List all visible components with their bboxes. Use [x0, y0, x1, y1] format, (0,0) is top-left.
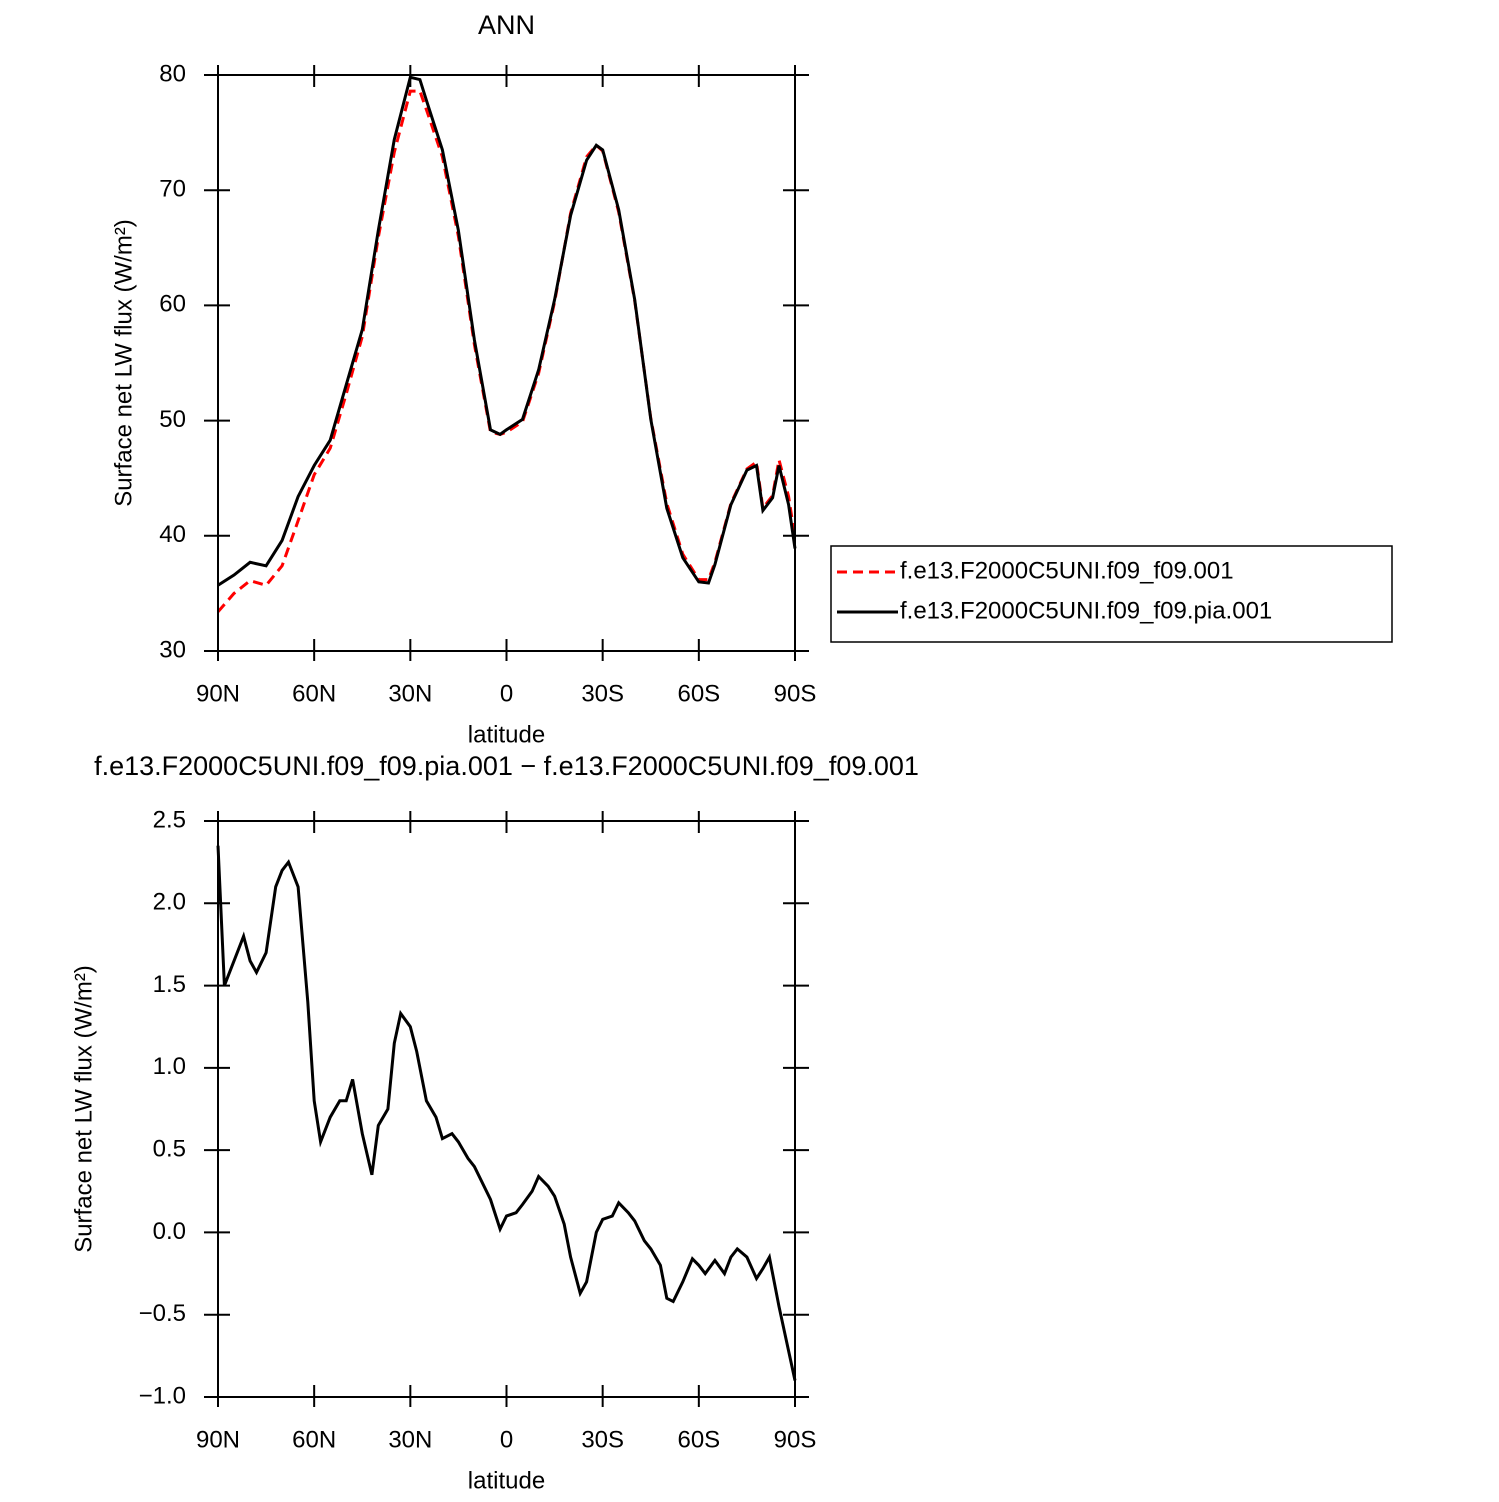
x-tick-label: 60S: [677, 680, 720, 707]
plot-frame: [217, 820, 796, 1398]
y-axis-label: Surface net LW flux (W/m²): [110, 219, 137, 507]
y-tick-label: 0.0: [153, 1218, 186, 1245]
chart-title: ANN: [478, 10, 535, 40]
y-tick-label: 50: [159, 406, 186, 433]
x-axis-label: latitude: [468, 1467, 545, 1494]
x-tick-label: 90S: [774, 680, 817, 707]
y-tick-label: 0.5: [153, 1135, 186, 1162]
x-axis-label: latitude: [468, 721, 545, 748]
x-tick-label: 90N: [196, 680, 240, 707]
x-tick-label: 0: [500, 1426, 513, 1453]
data-line: [216, 845, 797, 1381]
data-line: [217, 75, 797, 587]
x-tick-label: 30N: [388, 680, 432, 707]
chart-title: f.e13.F2000C5UNI.f09_f09.pia.001 − f.e13…: [94, 751, 919, 781]
y-tick-label: 30: [159, 636, 186, 663]
y-tick-label: 1.5: [153, 971, 186, 998]
data-line: [216, 89, 797, 613]
y-tick-label: 2.0: [153, 889, 186, 916]
y-tick-label: 2.5: [153, 806, 186, 833]
plot-frame: [217, 74, 796, 652]
y-tick-label: −1.0: [139, 1382, 186, 1409]
y-tick-label: −0.5: [139, 1300, 186, 1327]
y-tick-label: 70: [159, 176, 186, 203]
x-tick-label: 60S: [677, 1426, 720, 1453]
x-tick-label: 30S: [581, 680, 624, 707]
legend-label: f.e13.F2000C5UNI.f09_f09.001: [900, 557, 1234, 584]
x-tick-label: 90N: [196, 1426, 240, 1453]
x-tick-label: 60N: [292, 1426, 336, 1453]
x-tick-label: 30S: [581, 1426, 624, 1453]
legend-label: f.e13.F2000C5UNI.f09_f09.pia.001: [900, 597, 1272, 624]
legend-box: [830, 545, 1393, 643]
x-tick-label: 30N: [388, 1426, 432, 1453]
y-tick-label: 80: [159, 60, 186, 87]
y-tick-label: 40: [159, 521, 186, 548]
x-tick-label: 90S: [774, 1426, 817, 1453]
x-tick-label: 0: [500, 680, 513, 707]
y-axis-label: Surface net LW flux (W/m²): [70, 965, 97, 1253]
x-tick-label: 60N: [292, 680, 336, 707]
y-tick-label: 1.0: [153, 1053, 186, 1080]
y-tick-label: 60: [159, 291, 186, 318]
